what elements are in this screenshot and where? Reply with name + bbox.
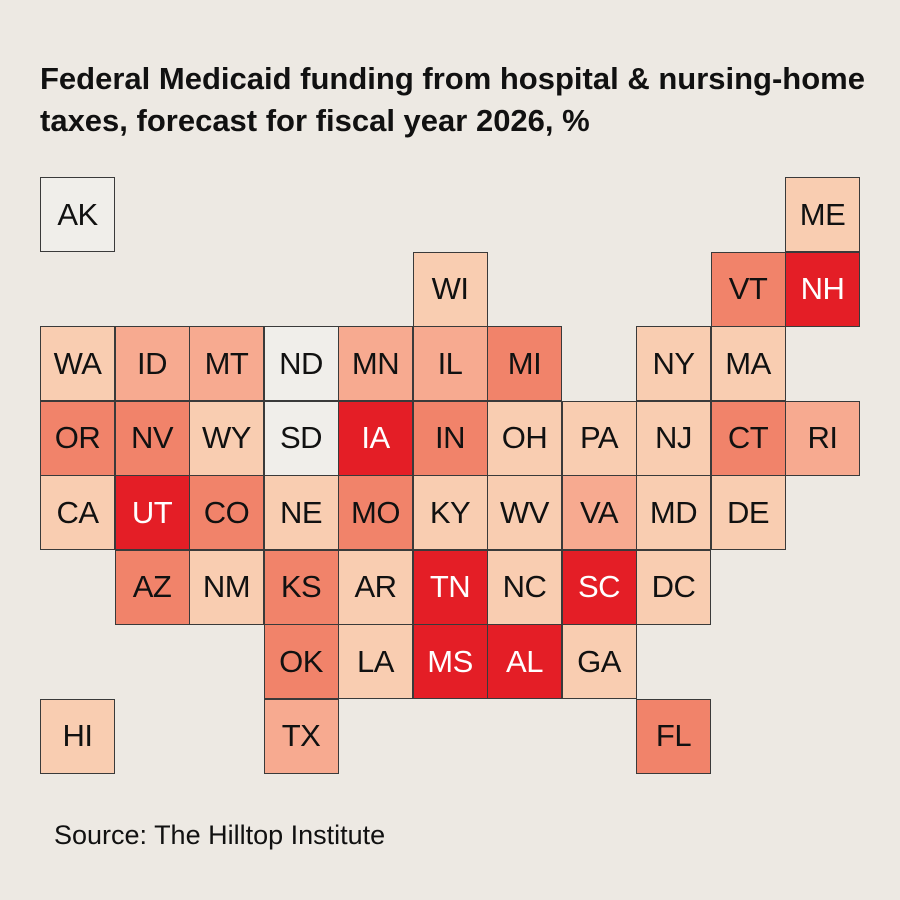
- state-tile-vt: VT: [710, 251, 786, 327]
- state-tile-ri: RI: [785, 400, 860, 476]
- state-tile-ak: AK: [40, 177, 115, 252]
- state-tile-ks: KS: [263, 549, 339, 625]
- state-tile-mn: MN: [338, 326, 413, 401]
- state-tile-al: AL: [487, 624, 562, 699]
- state-tile-or: OR: [40, 400, 115, 476]
- state-tile-la: LA: [338, 624, 413, 699]
- state-tile-id: ID: [114, 326, 190, 401]
- state-tile-me: ME: [785, 177, 860, 252]
- state-tile-oh: OH: [487, 400, 562, 476]
- state-tile-pa: PA: [561, 400, 637, 476]
- state-tile-ma: MA: [710, 326, 786, 401]
- state-tile-mo: MO: [338, 475, 413, 550]
- state-tile-nc: NC: [487, 549, 562, 625]
- state-tile-tx: TX: [263, 698, 339, 774]
- state-tile-ia: IA: [338, 400, 413, 476]
- state-tile-mt: MT: [189, 326, 264, 401]
- state-tile-sc: SC: [561, 549, 637, 625]
- state-tile-ct: CT: [710, 400, 786, 476]
- state-tile-nd: ND: [263, 326, 339, 401]
- state-tile-mi: MI: [487, 326, 562, 401]
- state-tile-nh: NH: [785, 251, 860, 327]
- state-tile-ny: NY: [636, 326, 711, 401]
- state-tile-ut: UT: [114, 475, 190, 550]
- chart-title: Federal Medicaid funding from hospital &…: [40, 61, 865, 138]
- state-tile-fl: FL: [636, 698, 711, 774]
- state-tile-ky: KY: [412, 475, 488, 550]
- state-tile-tn: TN: [412, 549, 488, 625]
- state-tile-hi: HI: [40, 698, 115, 774]
- state-tile-md: MD: [636, 475, 711, 550]
- state-tile-sd: SD: [263, 400, 339, 476]
- state-tile-in: IN: [412, 400, 488, 476]
- state-tile-wy: WY: [189, 400, 264, 476]
- state-tile-ne: NE: [263, 475, 339, 550]
- state-tile-ms: MS: [412, 624, 488, 699]
- state-tile-ar: AR: [338, 549, 413, 625]
- state-tile-nj: NJ: [636, 400, 711, 476]
- state-tile-wa: WA: [40, 326, 115, 401]
- state-tile-co: CO: [189, 475, 264, 550]
- state-tile-dc: DC: [636, 549, 711, 625]
- state-tile-il: IL: [412, 326, 488, 401]
- state-tile-ok: OK: [263, 624, 339, 699]
- state-tile-az: AZ: [114, 549, 190, 625]
- state-tile-nv: NV: [114, 400, 190, 476]
- state-tile-ca: CA: [40, 475, 115, 550]
- state-tile-wv: WV: [487, 475, 562, 550]
- source-note: Source: The Hilltop Institute: [54, 820, 386, 850]
- state-tile-de: DE: [710, 475, 786, 550]
- state-tile-wi: WI: [412, 251, 488, 327]
- state-tile-va: VA: [561, 475, 637, 550]
- state-tile-nm: NM: [189, 549, 264, 625]
- state-tile-ga: GA: [561, 624, 637, 699]
